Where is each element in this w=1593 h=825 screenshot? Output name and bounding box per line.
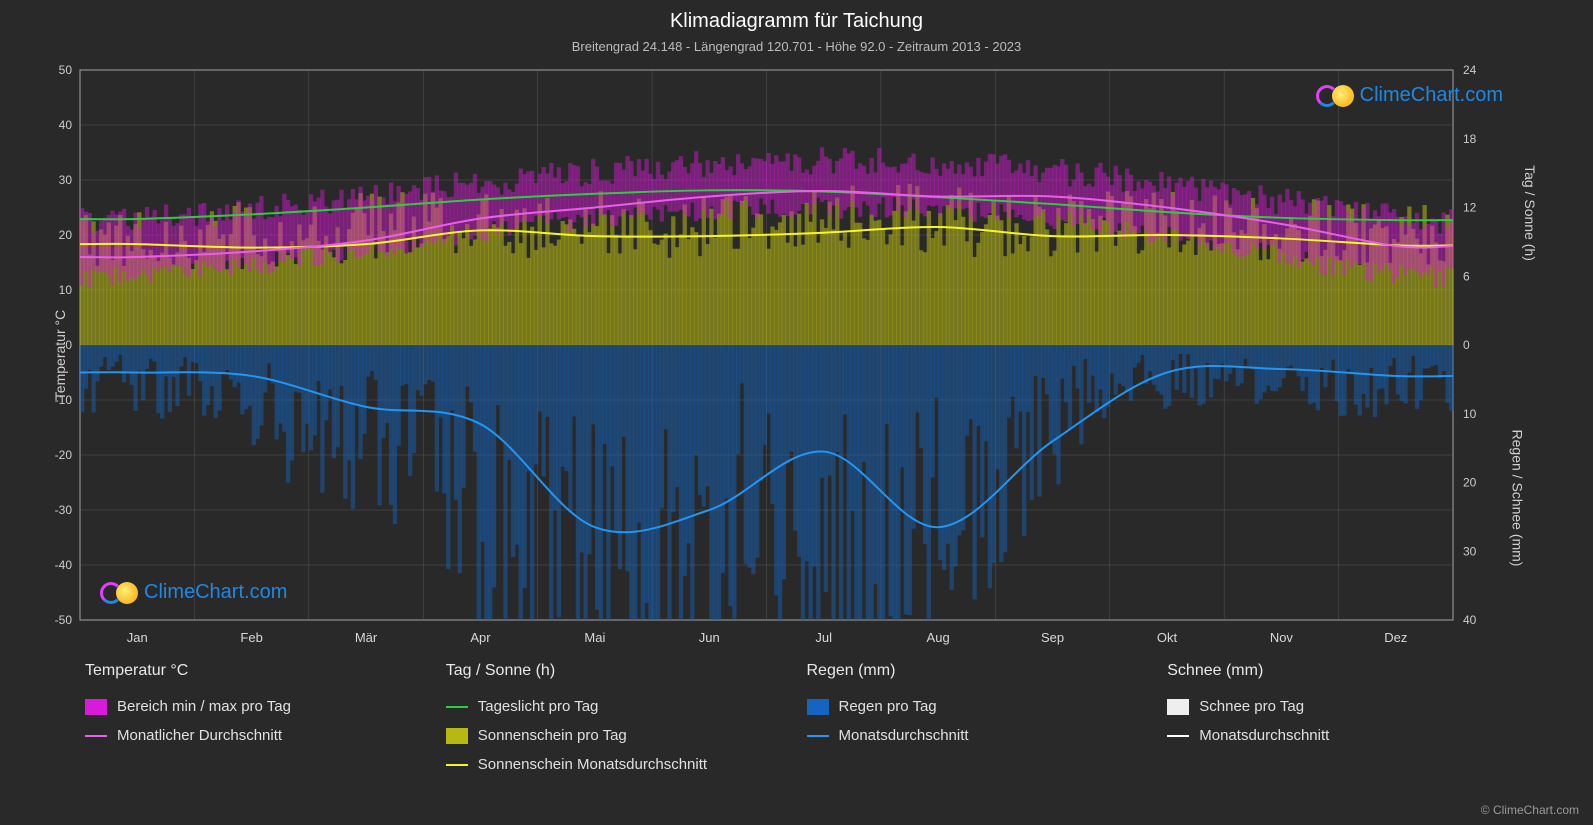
svg-text:-50: -50 [55, 613, 73, 627]
svg-text:18: 18 [1463, 132, 1477, 146]
svg-text:50: 50 [59, 63, 73, 77]
legend-col-snow: Schnee (mm) Schnee pro Tag Monatsdurchsch… [1167, 662, 1508, 773]
legend-item-avg: Monatlicher Durchschnitt [85, 727, 426, 744]
legend-item-sunshine_avg: Sonnenschein Monatsdurchschnitt [446, 756, 787, 773]
legend-label-sunshine_avg: Sonnenschein Monatsdurchschnitt [478, 756, 707, 773]
svg-text:10: 10 [59, 283, 73, 297]
svg-text:24: 24 [1463, 63, 1477, 77]
legend-swatch-snow_bars [1167, 699, 1189, 715]
svg-text:Dez: Dez [1384, 630, 1407, 645]
svg-text:20: 20 [59, 228, 73, 242]
y-axis-right-top-label: Tag / Sonne (h) [1522, 165, 1538, 261]
watermark-bottom-left: ClimeChart.com [100, 581, 287, 604]
svg-text:-20: -20 [55, 448, 73, 462]
legend-swatch-range [85, 699, 107, 715]
legend-label-snow_bars: Schnee pro Tag [1199, 698, 1304, 715]
svg-text:-10: -10 [55, 393, 73, 407]
legend-swatch-rain_avg [807, 735, 829, 737]
legend-label-rain_bars: Regen pro Tag [839, 698, 937, 715]
svg-text:Sep: Sep [1041, 630, 1064, 645]
svg-text:6: 6 [1463, 269, 1470, 283]
svg-text:30: 30 [1463, 544, 1477, 558]
svg-text:Okt: Okt [1157, 630, 1178, 645]
svg-text:0: 0 [1463, 338, 1470, 352]
legend-header-sun: Tag / Sonne (h) [446, 662, 787, 680]
legend-label-snow_avg: Monatsdurchschnitt [1199, 727, 1329, 744]
legend-col-temp: Temperatur °C Bereich min / max pro Tag M… [85, 662, 426, 773]
legend-col-rain: Regen (mm) Regen pro Tag Monatsdurchschni… [807, 662, 1148, 773]
svg-text:30: 30 [59, 173, 73, 187]
legend-item-rain_avg: Monatsdurchschnitt [807, 727, 1148, 744]
svg-text:Jan: Jan [127, 630, 148, 645]
legend-label-range: Bereich min / max pro Tag [117, 698, 291, 715]
svg-text:Feb: Feb [240, 630, 262, 645]
legend-header-snow: Schnee (mm) [1167, 662, 1508, 680]
svg-text:20: 20 [1463, 476, 1477, 490]
legend-header-rain: Regen (mm) [807, 662, 1148, 680]
svg-text:40: 40 [1463, 613, 1477, 627]
svg-text:Apr: Apr [470, 630, 491, 645]
logo-sun-icon [116, 582, 138, 604]
watermark-top-right: ClimeChart.com [1316, 84, 1503, 107]
legend-swatch-daylight [446, 706, 468, 708]
legend-swatch-sunshine_avg [446, 764, 468, 766]
svg-text:Jun: Jun [699, 630, 720, 645]
legend-item-snow_avg: Monatsdurchschnitt [1167, 727, 1508, 744]
svg-text:Aug: Aug [927, 630, 950, 645]
svg-text:-30: -30 [55, 503, 73, 517]
chart-title: Klimadiagramm für Taichung [0, 0, 1593, 33]
y-axis-right-bottom-label: Regen / Schnee (mm) [1510, 429, 1526, 566]
legend-item-daylight: Tageslicht pro Tag [446, 698, 787, 715]
climate-chart-svg: -50 -40 -30 -20 -10 0 10 20 30 40 50 0 6 12 18 24 10 20 30… [40, 60, 1493, 660]
watermark-text: ClimeChart.com [1360, 84, 1503, 107]
legend-swatch-snow_avg [1167, 735, 1189, 737]
legend-label-avg: Monatlicher Durchschnitt [117, 727, 282, 744]
logo-sun-icon [1332, 85, 1354, 107]
copyright-text: © ClimeChart.com [1481, 803, 1579, 817]
svg-text:Nov: Nov [1270, 630, 1294, 645]
legend-item-rain_bars: Regen pro Tag [807, 698, 1148, 715]
legend-header-temp: Temperatur °C [85, 662, 426, 680]
legend-item-snow_bars: Schnee pro Tag [1167, 698, 1508, 715]
legend-item-range: Bereich min / max pro Tag [85, 698, 426, 715]
svg-text:Mai: Mai [584, 630, 605, 645]
svg-text:Jul: Jul [815, 630, 832, 645]
legend-swatch-rain_bars [807, 699, 829, 715]
svg-text:-40: -40 [55, 558, 73, 572]
legend-item-sunshine_bars: Sonnenschein pro Tag [446, 727, 787, 744]
legend-label-rain_avg: Monatsdurchschnitt [839, 727, 969, 744]
legend-swatch-avg [85, 735, 107, 737]
svg-text:40: 40 [59, 118, 73, 132]
svg-text:Mär: Mär [355, 630, 378, 645]
svg-text:0: 0 [65, 338, 72, 352]
chart-area: Temperatur °C Tag / Sonne (h) Regen / Sc… [70, 70, 1523, 640]
legend-label-daylight: Tageslicht pro Tag [478, 698, 599, 715]
chart-subtitle: Breitengrad 24.148 - Längengrad 120.701 … [0, 33, 1593, 54]
legend-label-sunshine_bars: Sonnenschein pro Tag [478, 727, 627, 744]
watermark-text: ClimeChart.com [144, 581, 287, 604]
svg-text:12: 12 [1463, 201, 1477, 215]
svg-text:10: 10 [1463, 407, 1477, 421]
legend-swatch-sunshine_bars [446, 728, 468, 744]
legend-col-sun: Tag / Sonne (h) Tageslicht pro Tag Sonnen… [446, 662, 787, 773]
